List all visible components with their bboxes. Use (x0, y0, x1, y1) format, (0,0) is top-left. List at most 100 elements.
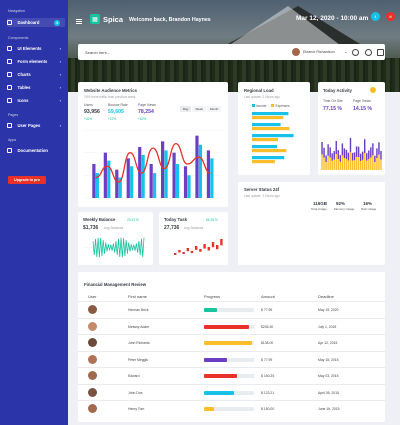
user-name[interactable]: Eleanor Richardson (303, 50, 335, 54)
sidebar-item-dashboard[interactable]: Dashboard 4 (7, 18, 65, 27)
table-row[interactable]: Peter Meggik $ 77.99 May 15, 2015 (78, 350, 385, 367)
table-row[interactable]: Edward $ 160.25 May 03, 2015 (78, 367, 385, 383)
bar-series-2 (164, 150, 168, 198)
table-row[interactable]: John Richards $138.00 Apr 12, 2015 (78, 334, 385, 350)
task-bar (203, 244, 206, 249)
users-value: 93,956 (84, 109, 100, 115)
bar-income (252, 123, 281, 127)
deadline-cell: June 16, 2015 (318, 407, 340, 411)
deadline-cell: May 15, 2020 (318, 308, 339, 312)
server-title: Server Status 24f (244, 187, 280, 192)
task-bar (182, 252, 185, 254)
page-views-value: 14.15 % (353, 106, 373, 112)
activity-bar-top (331, 153, 333, 161)
regional-chart (252, 112, 294, 164)
table-row[interactable]: Henry Tom $ 150.00 June 16, 2015 (78, 400, 385, 416)
sidebar-item-tables[interactable]: Tables › (7, 83, 65, 92)
sidebar-item-icons[interactable]: Icons › (7, 96, 65, 105)
bar-series-2 (118, 177, 122, 198)
activity-bar-top (329, 147, 331, 158)
today-activity-card: Today Activity Time On Site 77.15 % Page… (318, 82, 385, 175)
menu-icon[interactable] (76, 19, 82, 24)
activity-bar-top (325, 155, 327, 162)
activity-bar-bottom (323, 157, 325, 170)
col-progress: Progress (204, 294, 221, 299)
sidebar-item-user-pages[interactable]: User Pages › (7, 121, 65, 130)
sidebar-item-form-elements[interactable]: Form elements › (7, 57, 65, 66)
activity-bar-bottom (335, 154, 337, 170)
activity-bar-bottom (353, 160, 356, 170)
task-bar (207, 247, 210, 251)
table-row[interactable]: Herman Beck $ 77.99 May 15, 2020 (78, 301, 385, 317)
deadline-cell: July 1, 2015 (318, 324, 337, 329)
sidebar-item-charts[interactable]: Charts › (7, 70, 65, 79)
col-amount: Amount (261, 294, 275, 299)
logo-icon: ▦ (90, 14, 100, 24)
bar-series-2 (153, 173, 157, 198)
message-icon[interactable]: ✉ (386, 12, 395, 21)
financial-review-card: Financial Management Review User First n… (78, 272, 385, 422)
activity-bar-bottom (361, 159, 364, 170)
star-icon (7, 98, 12, 103)
layers-icon (7, 46, 12, 51)
brand-name: Spica (103, 15, 124, 24)
chart-icon (7, 72, 12, 77)
document-icon (7, 148, 12, 153)
sidebar-item-documentation[interactable]: Documentation (7, 146, 65, 155)
task-bar (178, 250, 181, 253)
bar-series-1 (103, 152, 107, 198)
activity-bar-top (355, 146, 358, 158)
activity-bar-top (351, 152, 354, 161)
activity-bar-bottom (357, 157, 360, 170)
tab-week[interactable]: Week (192, 106, 206, 112)
table-row[interactable]: John Doe $ 123.21 April 05, 2015 (78, 383, 385, 400)
weekly-balance-card: Weekly Balance 20.32 % $1,736 Avg Sessio… (78, 212, 153, 265)
activity-bar-top (341, 143, 344, 156)
avatar (88, 338, 97, 347)
col-first-name: First name (128, 294, 147, 299)
progress-fill (204, 341, 252, 345)
activity-bar-bottom (378, 154, 380, 170)
activity-bar-bottom (351, 160, 354, 170)
server-subtitle: Last update: 2 Hours ago (244, 194, 280, 198)
activity-bar-bottom (339, 161, 342, 170)
task-bar (199, 249, 202, 252)
bar-series-2 (141, 154, 145, 198)
amount-cell: $ 150.00 (261, 407, 275, 411)
notification-icon[interactable]: 4 (371, 12, 380, 21)
activity-bar-bottom (347, 160, 350, 170)
activity-bar-top (364, 139, 366, 154)
chevron-icon: › (59, 59, 61, 64)
power-icon[interactable] (377, 48, 384, 56)
activity-bar-bottom (345, 158, 348, 170)
activity-bar-top (335, 140, 337, 155)
progress-bar (204, 324, 254, 329)
header-date: Mar 12, 2020 - 10:00 am (296, 15, 369, 22)
avatar (88, 321, 97, 331)
activity-bar-bottom (368, 159, 370, 170)
progress-bar (204, 308, 254, 312)
bar-income (252, 145, 277, 149)
bar-series-2 (187, 175, 191, 198)
avatar[interactable] (292, 48, 300, 56)
upgrade-button[interactable]: Upgrade to pro (8, 176, 46, 184)
bar-expenses (252, 116, 284, 120)
settings-icon[interactable] (352, 48, 359, 56)
globe-icon[interactable] (365, 48, 372, 56)
table-row[interactable]: Messsy Adam $245.30 July 1, 2015 (78, 317, 385, 334)
activity-bar-bottom (364, 153, 366, 170)
server-status-card: Server Status 24f Last update: 2 Hours a… (238, 182, 385, 265)
time-on-site-value: 77.15 % (323, 106, 343, 112)
tab-day[interactable]: Day (180, 106, 192, 112)
audience-chart (84, 129, 222, 199)
avatar (88, 305, 97, 314)
sidebar-item-ui-elements[interactable]: UI Elements › (7, 44, 65, 53)
task-bar (174, 253, 177, 255)
components-section-label: Components (8, 36, 29, 40)
chevron-down-icon[interactable]: ⌄ (344, 49, 348, 54)
today-task-title: Today Task (164, 217, 188, 222)
audience-subtitle: 25% more traffic than previous week (84, 95, 136, 99)
tab-month[interactable]: Month (206, 106, 222, 112)
series-line (95, 142, 211, 183)
search-input[interactable]: Search here... (85, 49, 111, 55)
